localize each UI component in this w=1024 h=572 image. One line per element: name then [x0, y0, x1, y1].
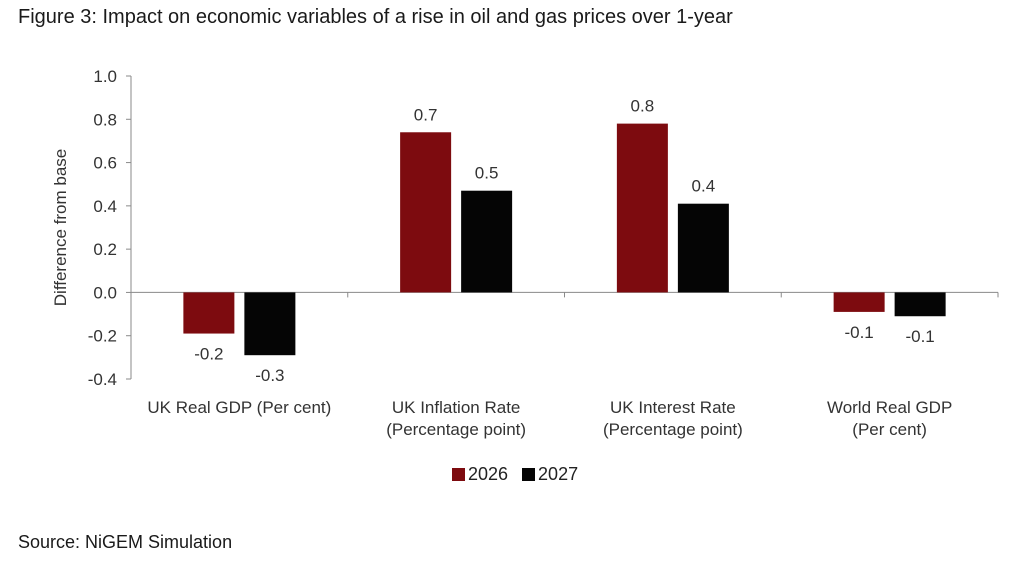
category-label: (Percentage point) [603, 420, 743, 439]
bar-2026 [616, 123, 668, 293]
category-label: UK Real GDP (Per cent) [147, 398, 331, 417]
category-label: (Per cent) [852, 420, 927, 439]
category-label: (Percentage point) [386, 420, 526, 439]
bar-2027 [677, 203, 729, 293]
y-tick-label: 1.0 [93, 67, 117, 86]
bar-2027 [894, 292, 946, 317]
category-label: UK Inflation Rate [392, 398, 521, 417]
bar-2026 [833, 292, 885, 312]
category-label: UK Interest Rate [610, 398, 736, 417]
data-label-2026: -0.1 [844, 323, 873, 342]
y-tick-label: 0.4 [93, 197, 117, 216]
bar-2026 [183, 292, 235, 334]
legend-item-2026: 2026 [452, 464, 508, 485]
data-label-2027: 0.4 [692, 177, 716, 196]
legend-swatch-2026 [452, 468, 465, 481]
y-tick-label: 0.6 [93, 154, 117, 173]
data-label-2027: 0.5 [475, 164, 499, 183]
y-tick-label: 0.2 [93, 240, 117, 259]
data-label-2026: -0.2 [194, 345, 223, 364]
source-note: Source: NiGEM Simulation [18, 532, 233, 552]
bar-2026 [400, 132, 452, 293]
y-tick-label: -0.2 [88, 327, 117, 346]
y-tick-label: -0.4 [88, 370, 117, 389]
legend-swatch-2027 [522, 468, 536, 481]
bar-2027 [461, 190, 513, 293]
y-tick-label: 0.0 [93, 283, 117, 302]
bar-2027 [244, 292, 296, 356]
legend: 2026 2027 [452, 464, 592, 485]
data-label-2027: -0.3 [255, 366, 284, 385]
y-axis-title: Difference from base [51, 149, 70, 306]
legend-label-2027: 2027 [538, 464, 579, 484]
legend-item-2027: 2027 [522, 464, 578, 485]
data-label-2027: -0.1 [905, 327, 934, 346]
legend-label-2026: 2026 [468, 464, 509, 484]
figure-title: Figure 3: Impact on economic variables o… [18, 6, 733, 28]
category-label: World Real GDP [827, 398, 952, 417]
data-label-2026: 0.7 [414, 105, 438, 124]
y-tick-label: 0.8 [93, 110, 117, 129]
data-label-2026: 0.8 [631, 97, 655, 116]
